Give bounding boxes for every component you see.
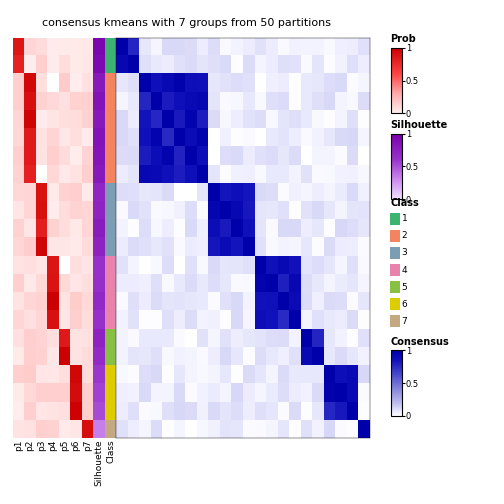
Text: 1: 1	[402, 214, 407, 223]
Text: Silhouette: Silhouette	[391, 120, 448, 130]
Text: 4: 4	[402, 266, 407, 275]
Text: 6: 6	[402, 300, 407, 309]
Text: 7: 7	[402, 317, 407, 326]
Text: Consensus: Consensus	[391, 337, 450, 347]
Text: 3: 3	[402, 248, 407, 258]
Text: 2: 2	[402, 231, 407, 240]
Text: Prob: Prob	[391, 34, 416, 44]
Text: 5: 5	[402, 283, 407, 292]
Text: consensus kmeans with 7 groups from 50 partitions: consensus kmeans with 7 groups from 50 p…	[42, 18, 331, 28]
Text: Class: Class	[391, 198, 419, 208]
